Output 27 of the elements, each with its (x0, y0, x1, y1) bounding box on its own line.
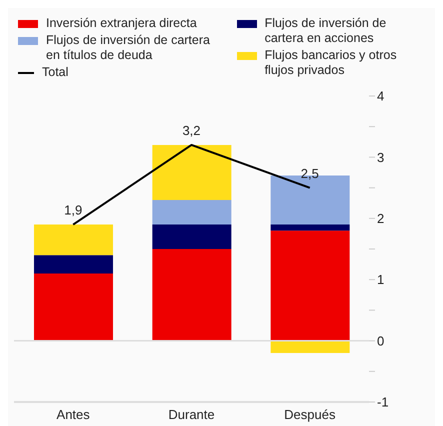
y-tick-label: 2 (377, 211, 384, 226)
data-label: 3,2 (182, 122, 201, 138)
y-tick-label: 1 (377, 272, 384, 288)
y-tick-label: -1 (377, 394, 389, 410)
legend-label: Inversión extranjera directa (46, 16, 197, 31)
bar (152, 249, 232, 341)
legend-label: Flujos bancarios y otros flujos privados (264, 48, 398, 78)
legend-label: Flujos de inversión de cartera en títulos de deuda (46, 33, 211, 63)
legend-label: Total (42, 65, 68, 80)
bar (152, 144, 232, 200)
y-tick-label: 4 (377, 88, 384, 104)
y-tick-label: 0 (377, 333, 384, 348)
bar (152, 224, 232, 249)
bar (34, 224, 113, 256)
x-tick-label: Antes (56, 407, 90, 422)
x-tick-label: Después (284, 407, 336, 422)
data-label: 1,9 (64, 202, 82, 218)
bar (34, 255, 113, 274)
bar (270, 340, 350, 354)
legend-label: Flujos de inversión de cartera en acciones (264, 16, 388, 46)
data-label: 2,5 (300, 166, 319, 181)
bar (270, 224, 350, 231)
bar (34, 273, 113, 341)
bar (152, 200, 232, 225)
y-tick-label: 3 (377, 150, 384, 165)
bar (270, 230, 350, 341)
x-tick-label: Durante (168, 407, 215, 422)
